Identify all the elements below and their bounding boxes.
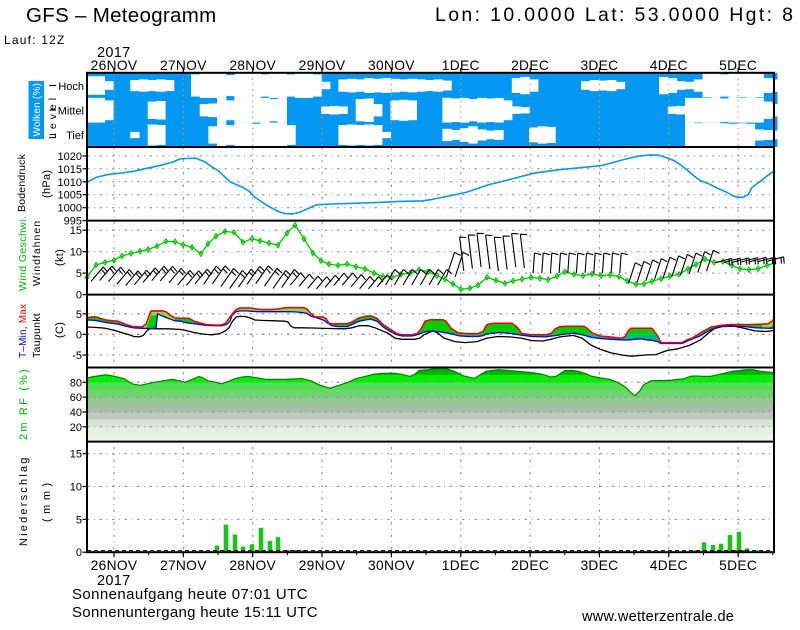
svg-text:5DEC: 5DEC xyxy=(719,558,757,573)
svg-text:Mittel: Mittel xyxy=(58,106,84,118)
svg-text:0: 0 xyxy=(76,290,82,302)
svg-text:(hPa): (hPa) xyxy=(41,170,53,198)
svg-text:Sonnenuntergang heute 15:11 UT: Sonnenuntergang heute 15:11 UTC xyxy=(72,604,318,621)
svg-text:2DEC: 2DEC xyxy=(511,58,549,73)
svg-text:Sonnenaufgang heute 07:01 UTC: Sonnenaufgang heute 07:01 UTC xyxy=(72,586,308,603)
svg-text:30NOV: 30NOV xyxy=(368,558,415,573)
svg-text:1000: 1000 xyxy=(58,203,82,215)
svg-text:2m RF (%): 2m RF (%) xyxy=(18,367,30,440)
svg-text:GFS – Meteogramm: GFS – Meteogramm xyxy=(26,4,217,27)
svg-text:0: 0 xyxy=(76,547,82,559)
svg-text:2DEC: 2DEC xyxy=(511,558,549,573)
svg-text:26NOV: 26NOV xyxy=(91,558,138,573)
svg-text:-5: -5 xyxy=(72,350,82,362)
svg-text:Taupunkt: Taupunkt xyxy=(31,313,43,358)
svg-text:1020: 1020 xyxy=(58,151,82,163)
svg-text:4DEC: 4DEC xyxy=(650,58,688,73)
svg-text:3DEC: 3DEC xyxy=(580,58,618,73)
svg-text:10: 10 xyxy=(70,247,82,259)
svg-text:4DEC: 4DEC xyxy=(650,558,688,573)
svg-text:(kt): (kt) xyxy=(54,249,66,266)
svg-text:3DEC: 3DEC xyxy=(580,558,618,573)
svg-text:www.wetterzentrale.de: www.wetterzentrale.de xyxy=(581,609,734,625)
svg-text:Hoch: Hoch xyxy=(58,81,84,93)
svg-text:2017: 2017 xyxy=(97,573,130,589)
svg-text:30NOV: 30NOV xyxy=(368,58,415,73)
svg-text:5: 5 xyxy=(76,514,82,526)
svg-text:5: 5 xyxy=(76,268,82,280)
svg-text:15: 15 xyxy=(70,449,82,461)
svg-text:(mm): (mm) xyxy=(41,478,53,522)
svg-text:80: 80 xyxy=(70,377,82,389)
svg-text:5: 5 xyxy=(76,309,82,321)
svg-text:Bodendruck: Bodendruck xyxy=(16,153,28,212)
svg-text:2017: 2017 xyxy=(97,45,130,61)
svg-text:1DEC: 1DEC xyxy=(442,58,480,73)
svg-text:15: 15 xyxy=(70,225,82,237)
svg-text:60: 60 xyxy=(70,392,82,404)
svg-text:27NOV: 27NOV xyxy=(160,558,207,573)
svg-text:(C): (C) xyxy=(54,322,66,338)
svg-text:1010: 1010 xyxy=(58,177,82,189)
svg-text:27NOV: 27NOV xyxy=(160,58,207,73)
svg-text:0: 0 xyxy=(76,329,82,341)
svg-text:Level: Level xyxy=(47,94,59,139)
svg-text:20: 20 xyxy=(70,422,82,434)
svg-text:1015: 1015 xyxy=(58,164,82,176)
svg-text:Lauf: 12Z: Lauf: 12Z xyxy=(4,33,66,47)
svg-text:10: 10 xyxy=(70,482,82,494)
svg-text:Niederschlag: Niederschlag xyxy=(18,455,30,546)
svg-text:29NOV: 29NOV xyxy=(299,558,346,573)
svg-text:29NOV: 29NOV xyxy=(299,58,346,73)
svg-text:995: 995 xyxy=(64,216,82,228)
svg-text:T–Min, Max: T–Min, Max xyxy=(18,304,29,358)
svg-text:1DEC: 1DEC xyxy=(442,558,480,573)
svg-text:Tief: Tief xyxy=(66,130,85,142)
svg-text:26NOV: 26NOV xyxy=(91,58,138,73)
svg-text:Wolken (%): Wolken (%) xyxy=(32,83,43,137)
svg-text:Lon: 10.0000 Lat: 53.0000 Hgt:: Lon: 10.0000 Lat: 53.0000 Hgt: 8 xyxy=(435,4,795,26)
svg-text:40: 40 xyxy=(70,407,82,419)
svg-text:Wind Geschwi.: Wind Geschwi. xyxy=(17,216,29,291)
svg-text:28NOV: 28NOV xyxy=(229,58,276,73)
svg-text:5DEC: 5DEC xyxy=(719,58,757,73)
svg-text:1005: 1005 xyxy=(58,190,82,202)
svg-text:Windfahnen: Windfahnen xyxy=(31,220,43,286)
svg-text:28NOV: 28NOV xyxy=(229,558,276,573)
